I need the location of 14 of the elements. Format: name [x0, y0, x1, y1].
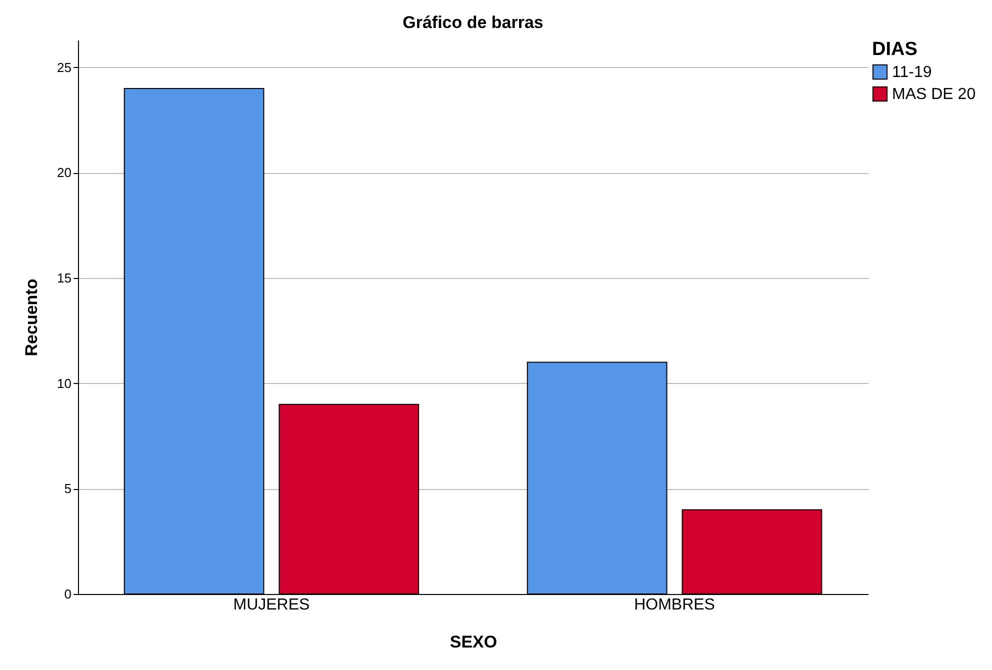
x-tick-label: HOMBRES — [634, 596, 715, 614]
legend-label: MAS DE 20 — [892, 86, 976, 103]
x-tick-label: MUJERES — [233, 596, 310, 614]
y-tick-label: 5 — [64, 481, 72, 496]
y-tick-label: 0 — [64, 586, 72, 602]
y-axis-title: Recuento — [22, 278, 42, 356]
chart-title: Gráfico de barras — [402, 13, 544, 32]
y-tick-label: 25 — [57, 60, 72, 75]
y-tick-label: 15 — [57, 270, 72, 286]
x-axis-title: SEXO — [450, 632, 498, 652]
y-tick-label: 20 — [57, 165, 72, 180]
legend-title: DIAS — [872, 39, 918, 60]
legend-label: 11-19 — [892, 64, 932, 81]
y-tick-label: 10 — [57, 376, 72, 391]
